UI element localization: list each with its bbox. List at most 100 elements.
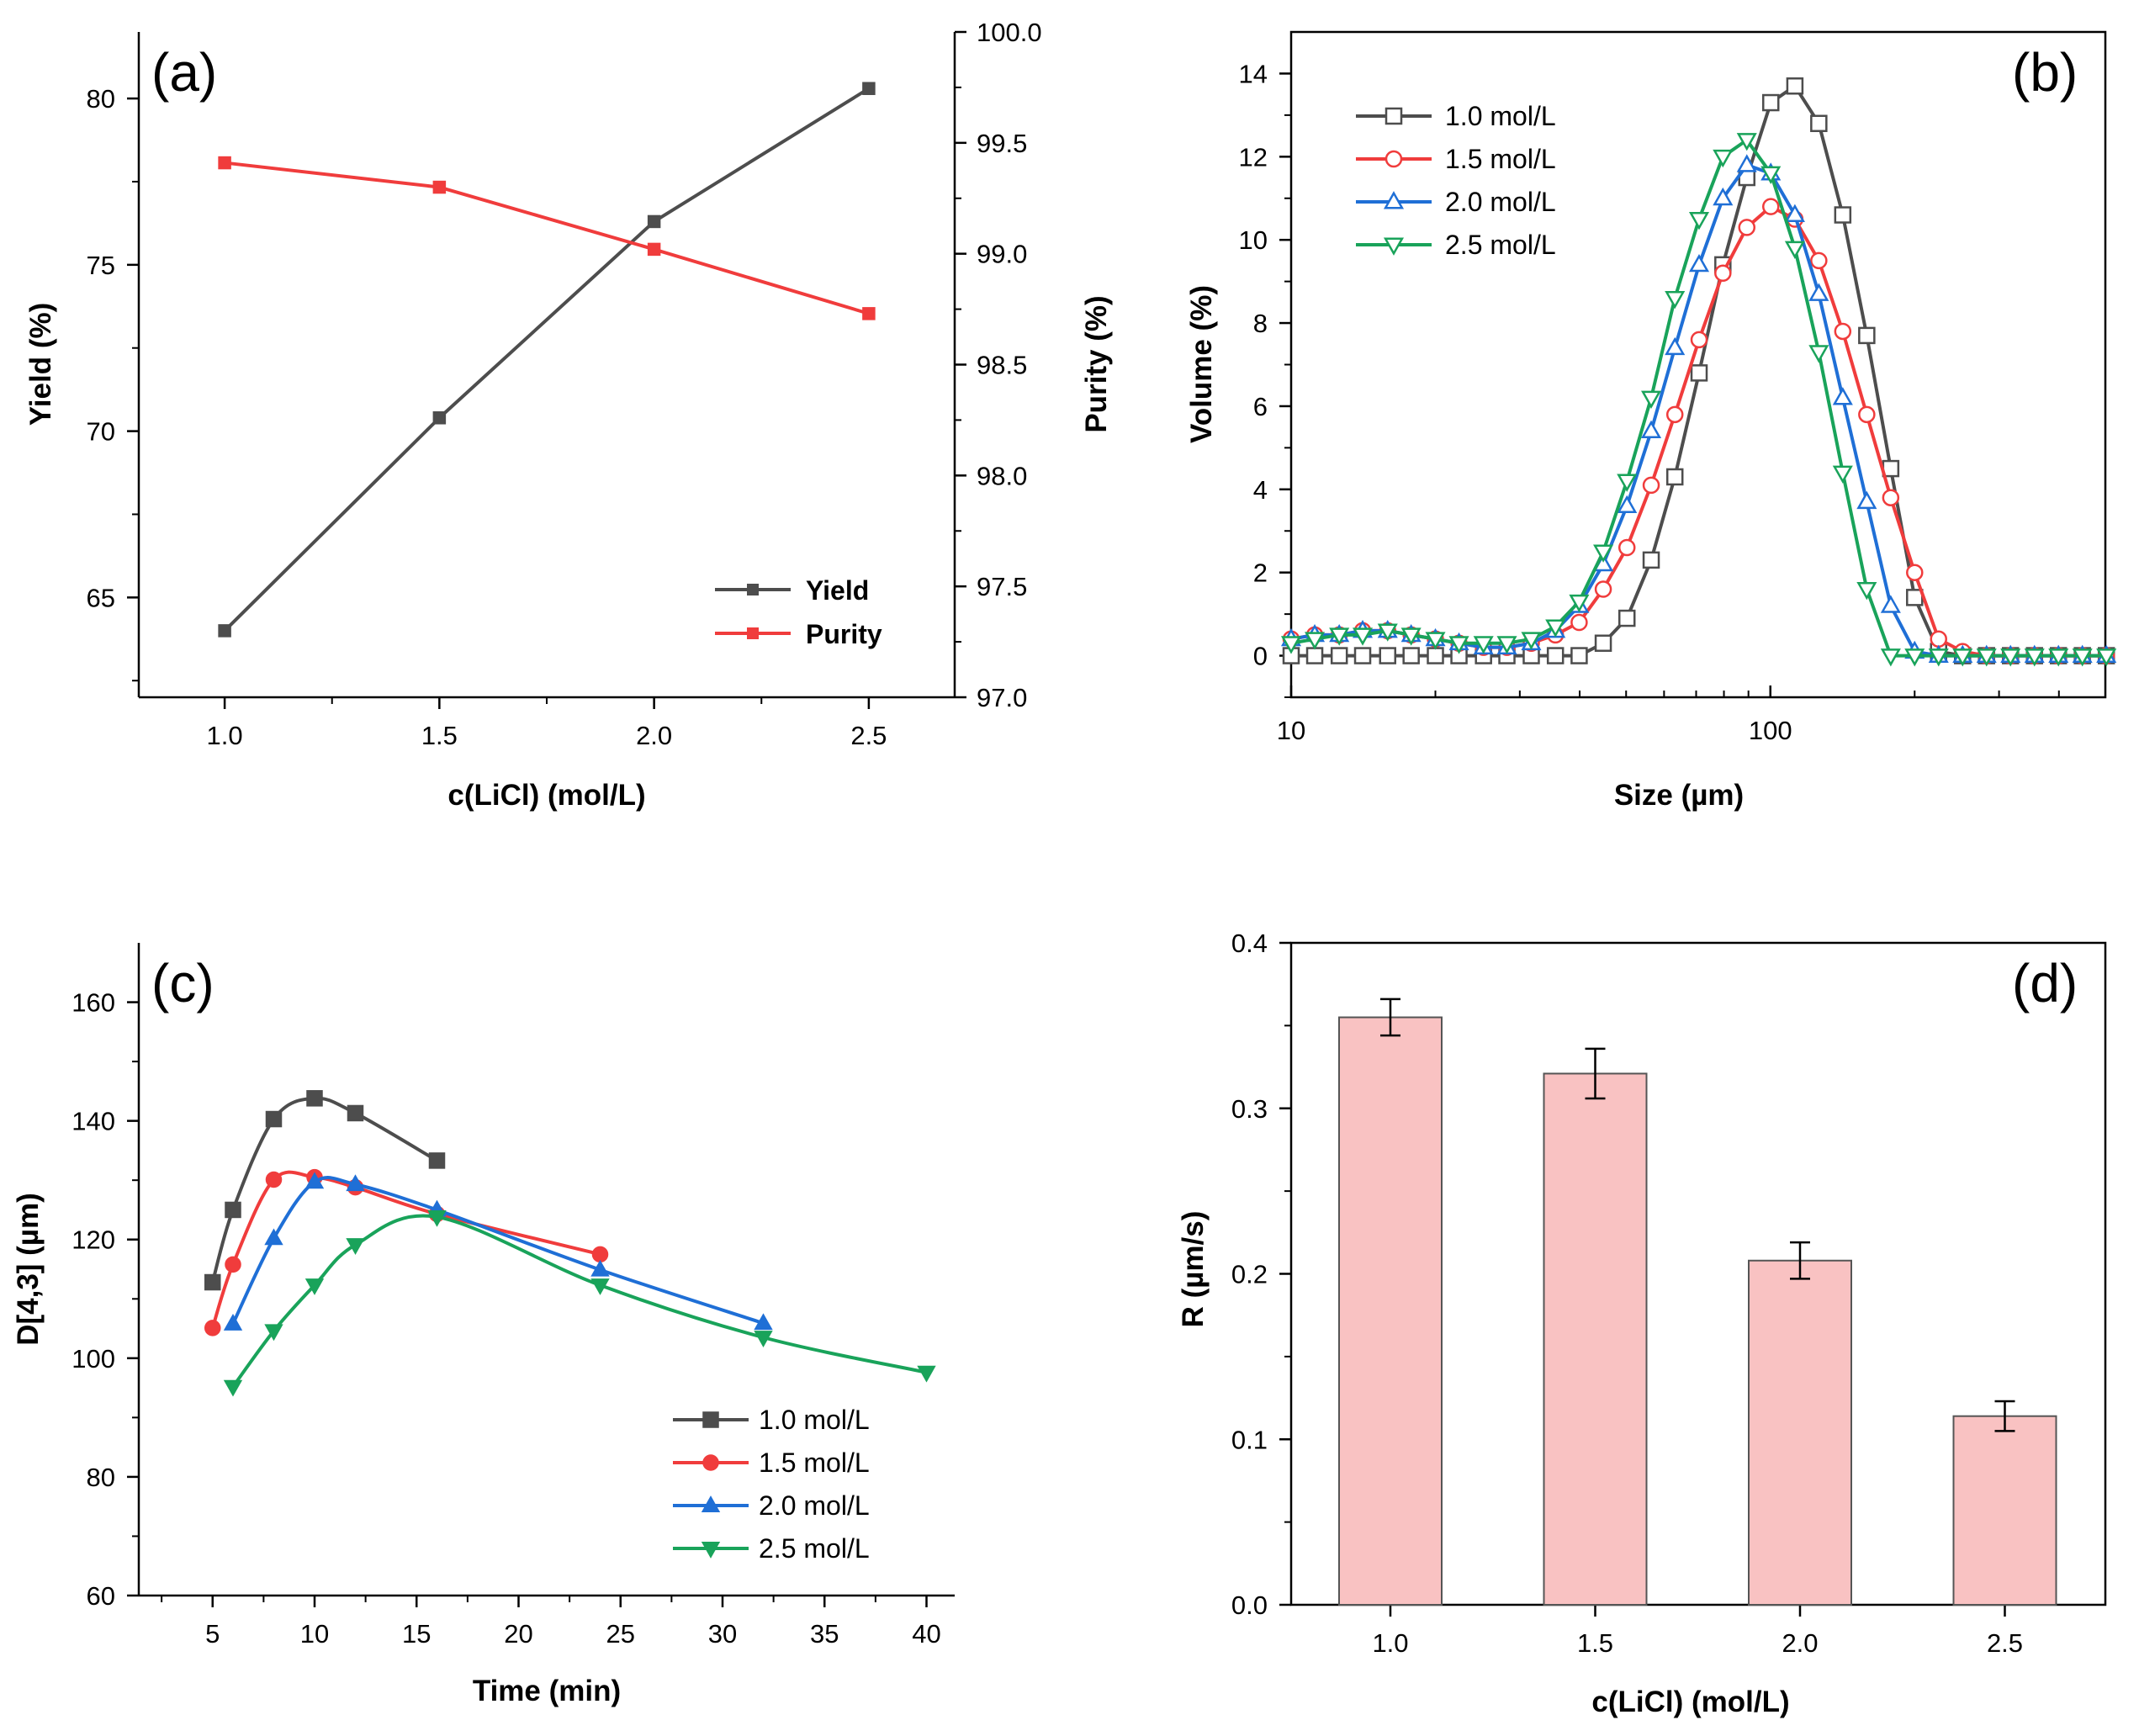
point-series-b-10	[1353, 647, 1372, 664]
bar-1.5	[1543, 1072, 1648, 1606]
point-series-b-25	[2096, 648, 2117, 667]
point-series-b-20	[1641, 420, 1662, 439]
point-series-b-20	[1617, 495, 1638, 514]
y-tick-label-a: 70	[87, 417, 115, 447]
y-tick-label-a: 75	[87, 251, 115, 280]
point-series-c-10	[347, 1104, 364, 1122]
bar-1.0	[1338, 1016, 1443, 1606]
point-yield	[862, 82, 876, 95]
y-tick-label-c: 100	[71, 1344, 115, 1373]
point-series-b-10	[1570, 647, 1588, 664]
point-series-b-25	[1856, 582, 1877, 601]
bar-2.0	[1748, 1259, 1852, 1606]
y-tick-label-d: 0.1	[1231, 1425, 1268, 1454]
point-series-c-25	[223, 1379, 243, 1397]
y-tick-label-d: 0.0	[1231, 1590, 1268, 1620]
line-purity	[224, 161, 870, 315]
point-series-b-20	[1736, 154, 1757, 172]
y2-tick-label-a: 100.0	[977, 18, 1042, 47]
point-series-c-10	[306, 1090, 323, 1107]
legend-marker-c	[701, 1542, 721, 1559]
y2-tick-label-a: 97.5	[977, 572, 1027, 601]
x-tick-label-d: 1.5	[1577, 1628, 1613, 1658]
legend-marker-purity	[747, 627, 759, 639]
y-tick-label-c: 80	[87, 1463, 115, 1492]
point-series-b-10	[1330, 647, 1348, 664]
point-series-b-15	[1738, 219, 1756, 236]
x-tick-label-b: 10	[1277, 716, 1305, 745]
x-tick-label-c: 40	[912, 1619, 940, 1649]
panel-d-rate-bar-chart: (d) 1.0 1.5 2.0 2.5 0.0 0.1 0.2 0.3 0.4 c(LiCl)…	[1177, 929, 2107, 1718]
x-tick-label-c: 15	[402, 1619, 431, 1649]
point-series-c-25	[304, 1278, 325, 1295]
y-tick-label-b: 6	[1253, 392, 1268, 421]
x-tick-label-a: 2.5	[850, 721, 887, 750]
point-series-c-10	[428, 1152, 446, 1169]
point-series-c-10	[204, 1273, 221, 1291]
line-series-c-20	[231, 1176, 765, 1326]
panel-label-a: (a)	[151, 42, 217, 103]
panel-b-size-distribution-chart: (b) 10 100 0 2 4 6 8 10 12 14 Size (µm) Volume (…	[1185, 30, 2117, 812]
point-series-b-25	[2024, 648, 2045, 667]
legend-marker-c	[701, 1495, 721, 1512]
point-series-c-25	[346, 1238, 365, 1255]
point-series-c-15	[225, 1256, 241, 1273]
y2-tick-label-a: 98.0	[977, 461, 1027, 490]
point-series-b-20	[1665, 336, 1686, 356]
x-tick-label-d: 2.0	[1782, 1628, 1818, 1658]
point-series-b-25	[1617, 474, 1638, 492]
point-series-b-25	[1808, 345, 1829, 363]
legend-label-c: 1.5 mol/L	[759, 1448, 870, 1478]
panel-a-yield-purity-chart: (a) 1.0 1.5 2.0 2.5 65 70 75 80 97.0 97.5 98.0 98…	[24, 18, 1113, 812]
x-tick-label-a: 1.0	[207, 721, 243, 750]
point-series-b-10	[1665, 468, 1684, 486]
legend-label-purity: Purity	[806, 619, 882, 649]
point-series-b-15	[1617, 538, 1636, 557]
point-series-b-25	[1448, 636, 1469, 654]
y2-tick-label-a: 99.5	[977, 129, 1027, 158]
point-series-b-15	[1882, 489, 1900, 506]
bar-2.5	[1952, 1415, 2057, 1606]
point-series-c-15	[204, 1320, 221, 1336]
point-purity	[432, 180, 447, 194]
point-series-b-10	[1690, 364, 1708, 382]
panel-label-b: (b)	[2012, 42, 2078, 103]
x-tick-label-d: 1.0	[1372, 1628, 1408, 1658]
point-series-b-15	[1714, 264, 1732, 282]
y2-axis-title-a: Purity (%)	[1080, 295, 1113, 432]
legend-marker-yield	[747, 584, 759, 595]
legend-label-b: 1.5 mol/L	[1445, 144, 1556, 174]
y-tick-label-b: 8	[1253, 309, 1268, 338]
point-series-b-25	[1593, 544, 1614, 563]
point-series-b-10	[1305, 647, 1324, 664]
point-series-b-20	[1784, 204, 1805, 222]
point-series-b-20	[1856, 490, 1877, 510]
point-series-b-25	[1569, 594, 1590, 613]
point-series-b-20	[1688, 253, 1710, 273]
point-series-b-25	[1280, 636, 1302, 654]
point-series-b-25	[1976, 648, 1997, 667]
panel-c-d43-time-chart: (c) 5 10 15 20 25 30 35 40 60 80 100 120 140 160 Tim…	[12, 943, 955, 1707]
legend-marker-c	[702, 1411, 719, 1428]
point-series-c-25	[917, 1365, 936, 1383]
legend-marker-b	[1383, 191, 1405, 209]
point-series-b-25	[2072, 648, 2093, 667]
point-series-c-20	[223, 1314, 243, 1331]
x-tick-label-c: 10	[300, 1619, 329, 1649]
point-series-b-25	[1928, 648, 1949, 667]
line-series-b-20	[1290, 163, 2107, 658]
point-series-b-25	[1329, 627, 1350, 646]
point-series-c-10	[265, 1110, 283, 1128]
point-series-b-15	[1858, 405, 1876, 424]
point-series-b-20	[1880, 595, 1901, 613]
y-tick-label-a: 80	[87, 84, 115, 114]
point-series-b-15	[1930, 630, 1948, 648]
point-series-b-10	[1379, 647, 1396, 664]
point-series-b-25	[1473, 636, 1494, 654]
point-series-b-25	[1736, 133, 1757, 151]
point-series-b-15	[1642, 476, 1660, 495]
point-series-b-20	[1808, 283, 1829, 301]
y2-tick-label-a: 99.0	[977, 240, 1027, 269]
line-series-c-10	[210, 1096, 438, 1283]
point-series-b-10	[1810, 114, 1828, 133]
